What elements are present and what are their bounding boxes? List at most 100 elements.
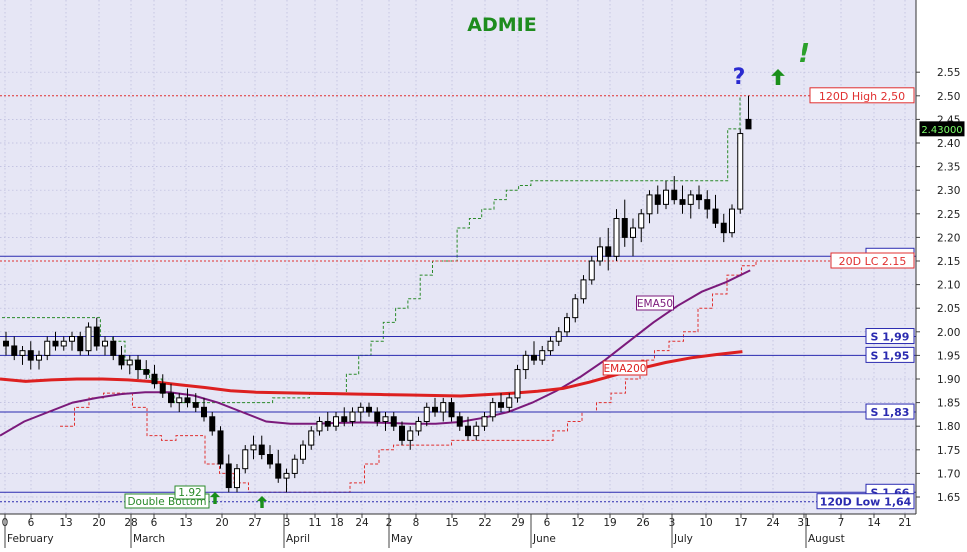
candle-body (415, 420, 422, 432)
candle (357, 402, 364, 422)
buy-arrow-icon (771, 69, 785, 85)
x-tick-label: 27 (248, 517, 261, 529)
candle-body (366, 406, 372, 413)
plot-area (0, 0, 916, 514)
candle-body (333, 416, 339, 427)
candle-body (151, 373, 158, 385)
y-tick-label: 1.90 (937, 374, 960, 386)
candle-body (671, 189, 678, 201)
candle-body (522, 354, 529, 371)
candle-body (126, 359, 133, 366)
candle-body (102, 340, 108, 347)
x-tick-label: 11 (308, 517, 321, 529)
candle (679, 185, 686, 214)
candle-body (3, 340, 9, 347)
level-label-box (865, 346, 915, 363)
candle (745, 95, 752, 130)
candle-body (374, 411, 381, 422)
candle (704, 190, 711, 219)
candle-body (572, 298, 579, 319)
candle (143, 360, 150, 379)
month-label: April (286, 533, 310, 545)
y-tick-label: 2.10 (937, 280, 960, 292)
candle (440, 397, 447, 422)
candle (102, 336, 108, 356)
candle-body (481, 416, 488, 427)
candle (11, 336, 18, 361)
candle-body (283, 472, 290, 479)
y-tick-label: 1.85 (937, 398, 960, 410)
y-tick-label: 2.35 (937, 162, 960, 174)
candle-body (382, 416, 389, 422)
y-tick-label: 2.55 (937, 67, 960, 79)
candle (407, 426, 414, 450)
candle-body (19, 350, 26, 356)
candle (423, 402, 430, 427)
candle (3, 331, 9, 356)
candle (118, 345, 125, 370)
candle (448, 397, 455, 422)
y-tick-label: 2.05 (937, 303, 960, 315)
candle (489, 397, 496, 422)
candle-body (291, 458, 298, 474)
y-tick-label: 1.80 (937, 421, 960, 433)
candle-body (234, 468, 240, 489)
candle-body (407, 430, 414, 441)
candle-body (52, 340, 59, 347)
x-tick-label: 6 (151, 517, 158, 529)
candle-body (242, 449, 249, 470)
candle (671, 176, 678, 205)
candle (52, 331, 59, 351)
level-label-box (816, 493, 915, 510)
candle (36, 350, 42, 370)
candle (572, 294, 579, 323)
candle-body (712, 208, 719, 224)
y-tick-label: 1.95 (937, 350, 960, 362)
candle (720, 213, 727, 243)
ema-line-ema50 (0, 269, 751, 437)
candle-body (399, 425, 405, 441)
y-tick-label: 2.50 (937, 91, 960, 103)
candle (242, 445, 249, 474)
candle (176, 393, 183, 413)
candle-body (720, 222, 727, 234)
candle (390, 412, 397, 431)
x-tick-label: 22 (478, 517, 491, 529)
candle (382, 412, 389, 431)
candle (275, 449, 282, 483)
level-label-box (865, 403, 915, 420)
chart-title: ADMIE (467, 14, 536, 36)
candle (135, 355, 141, 379)
candle-body (679, 199, 686, 205)
candle-body (135, 359, 141, 371)
candle (580, 275, 587, 304)
candle-body (654, 194, 661, 205)
candle (44, 336, 51, 361)
x-tick-label: 29 (511, 517, 524, 529)
candle-body (498, 402, 504, 408)
candle-body (27, 350, 34, 361)
candle-body (225, 463, 232, 489)
candle-body (621, 218, 628, 238)
candle-body (390, 416, 397, 427)
level-label-lc: 20D LC 2.15 (839, 255, 907, 268)
level-label-support: S 1,83 (871, 406, 910, 419)
candle-body (85, 326, 92, 352)
ema50-label-box (636, 295, 674, 311)
candle (555, 327, 562, 346)
candle (465, 416, 471, 441)
candle-body (638, 213, 645, 229)
candle-body (201, 406, 207, 418)
candle-body (60, 340, 67, 347)
candle-body (440, 402, 447, 413)
candle (687, 190, 694, 219)
candle-body (159, 383, 166, 394)
x-tick-label: 12 (571, 517, 584, 529)
candle (663, 180, 669, 210)
level-label-box (865, 328, 915, 345)
candle-body (489, 402, 496, 418)
x-tick-label: 13 (179, 517, 192, 529)
